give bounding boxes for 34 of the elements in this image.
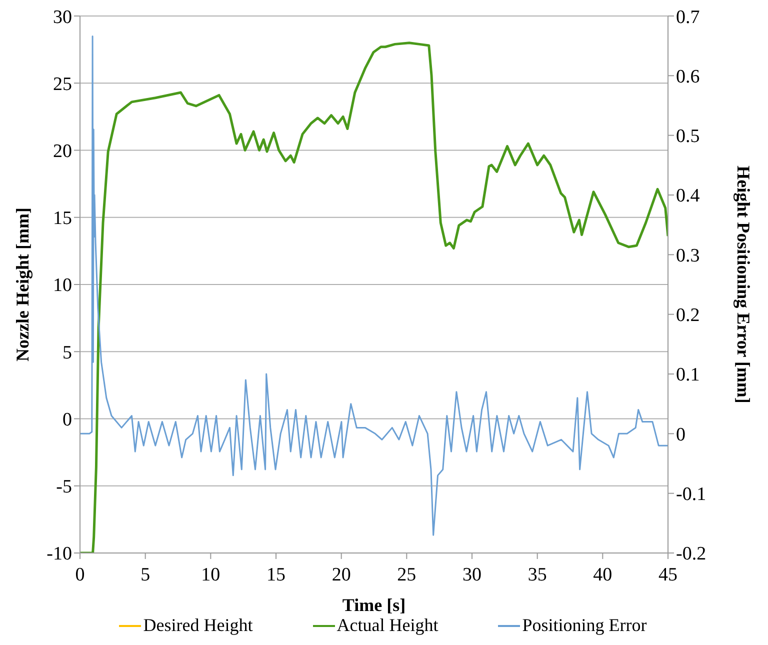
y2-tick-label: 0.5 [676,126,700,148]
y-tick-label: 15 [53,208,72,230]
y-tick-label: 30 [53,6,72,28]
y-axis-title: Nozzle Height [mm] [12,208,32,362]
x-tick-label: 5 [140,564,150,586]
y-tick-label: 25 [53,74,72,95]
y2-tick-label: -0.1 [676,484,706,506]
y-tick-label: 10 [53,275,72,296]
x-tick-label: 15 [266,564,286,586]
y2-tick-label: 0.7 [676,6,700,28]
y2-tick-label: 0.2 [676,305,700,326]
legend-label: Desired Height [143,615,253,636]
y-tick-label: 20 [53,140,72,162]
y-tick-label: 5 [62,342,72,364]
y2-tick-label: 0 [676,424,686,446]
legend-label: Positioning Error [522,615,647,636]
x-axis-title: Time [s] [342,595,406,615]
y2-tick-label: 0.6 [676,66,700,88]
y2-tick-label: -0.2 [676,544,706,565]
y2-tick-label: 0.3 [676,245,700,266]
y-tick-label: -10 [46,544,72,565]
y-tick-label: -5 [56,476,72,498]
y2-axis-title: Height Positioning Error [mm] [734,166,754,404]
x-tick-label: 30 [462,564,482,586]
y2-tick-label: 0.4 [676,186,700,207]
x-tick-label: 20 [332,564,351,586]
x-tick-label: 40 [593,564,612,586]
x-tick-label: 35 [528,564,547,586]
x-tick-label: 45 [658,564,678,586]
y-tick-label: 0 [62,409,72,430]
x-tick-label: 10 [201,564,220,586]
y2-tick-label: 0.1 [676,364,700,386]
legend-label: Actual Height [336,615,438,636]
x-tick-label: 25 [397,564,416,586]
